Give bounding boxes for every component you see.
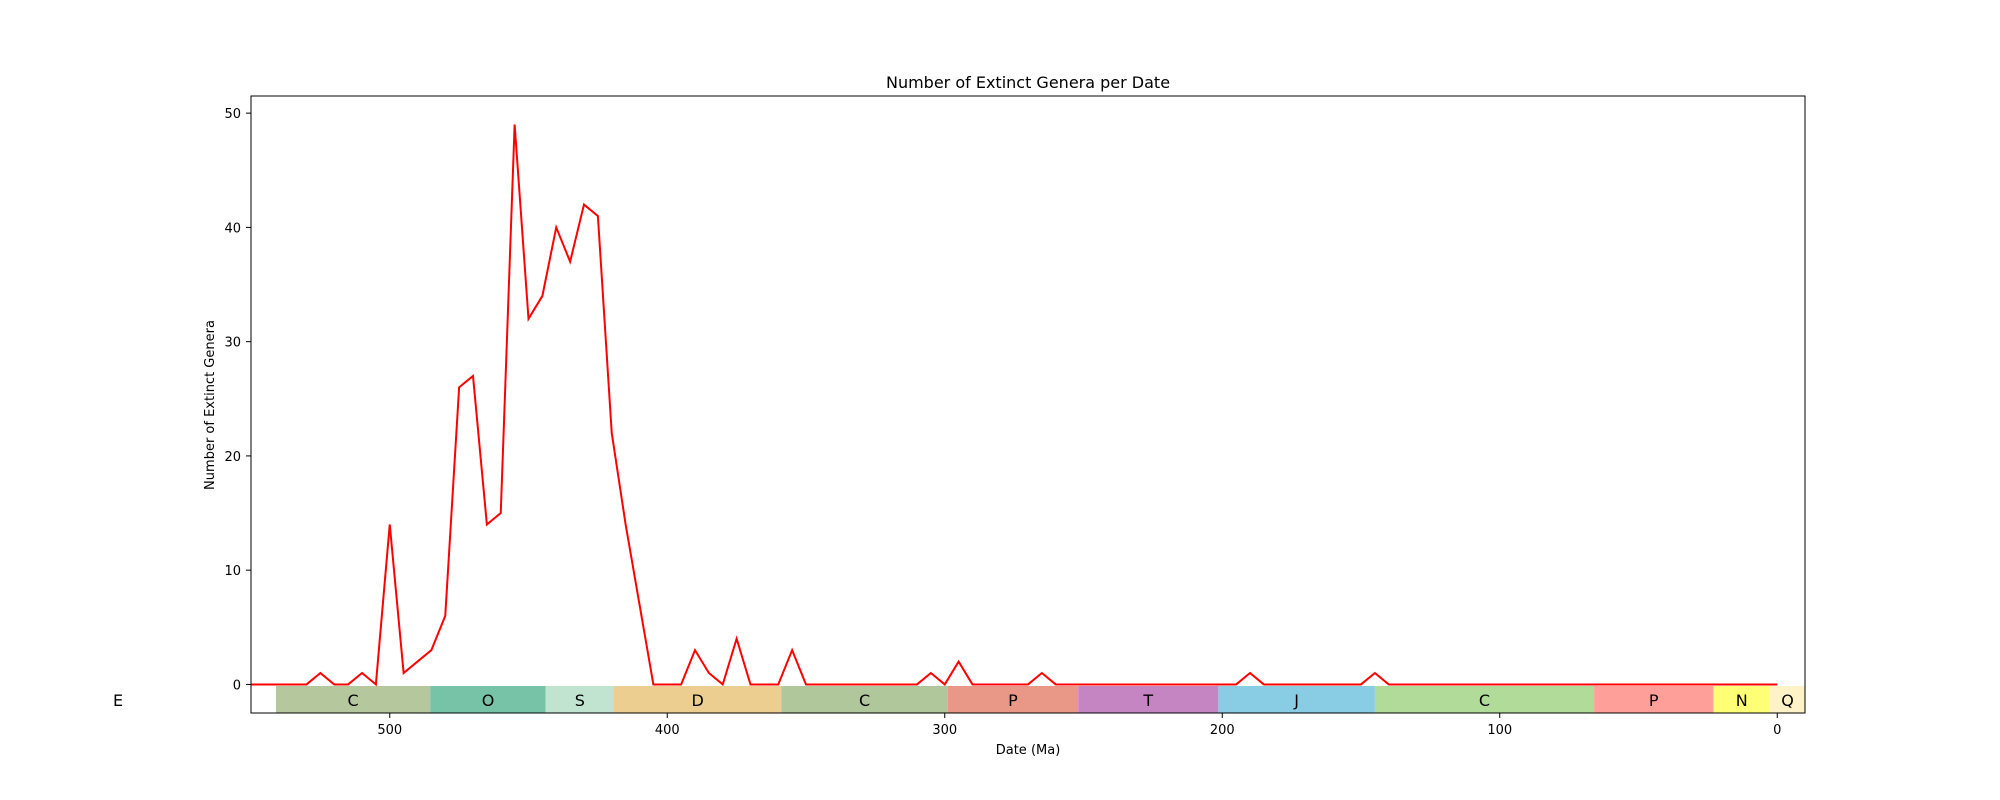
x-tick-label: 400 [655, 723, 680, 738]
period-band [1374, 686, 1595, 713]
x-tick-label: 200 [1210, 723, 1235, 738]
period-label: N [1736, 691, 1748, 710]
y-axis-label: Number of Extinct Genera [203, 320, 218, 490]
period-band [545, 686, 614, 713]
x-tick-label: 100 [1487, 723, 1512, 738]
y-tick-label: 20 [224, 450, 241, 465]
period-label: E [113, 691, 123, 710]
period-band [1770, 686, 1805, 713]
period-label: D [691, 691, 703, 710]
period-label: J [1293, 691, 1299, 710]
period-band [613, 686, 782, 713]
period-label: Q [1781, 691, 1794, 710]
chart-title: Number of Extinct Genera per Date [886, 73, 1170, 92]
period-label: S [575, 691, 585, 710]
period-label: C [348, 691, 359, 710]
period-band [430, 686, 546, 713]
y-tick-label: 10 [224, 564, 241, 579]
period-label: P [1008, 691, 1018, 710]
x-tick-label: 500 [377, 723, 402, 738]
period-label: O [482, 691, 495, 710]
y-tick-label: 0 [233, 678, 241, 693]
period-band [1218, 686, 1375, 713]
y-tick-label: 30 [224, 336, 241, 351]
period-label: C [859, 691, 870, 710]
series-line [251, 124, 1778, 687]
period-band [1594, 686, 1714, 713]
x-tick-label: 300 [932, 723, 957, 738]
plot-frame [250, 95, 1806, 714]
period-band [275, 686, 431, 713]
y-tick-label: 40 [224, 221, 241, 236]
period-label: P [1649, 691, 1659, 710]
period-band [947, 686, 1079, 713]
x-axis-label: Date (Ma) [996, 743, 1061, 758]
period-band [1078, 686, 1219, 713]
period-band [1713, 686, 1771, 713]
period-label: C [1479, 691, 1490, 710]
period-band [781, 686, 948, 713]
x-tick-label: 0 [1773, 723, 1781, 738]
y-tick-label: 50 [224, 107, 241, 122]
axes-layer: 500 400 300 200 100 0 0 10 20 30 40 50 [224, 95, 1806, 738]
series-layer [251, 124, 1778, 687]
period-label: T [1142, 691, 1153, 710]
